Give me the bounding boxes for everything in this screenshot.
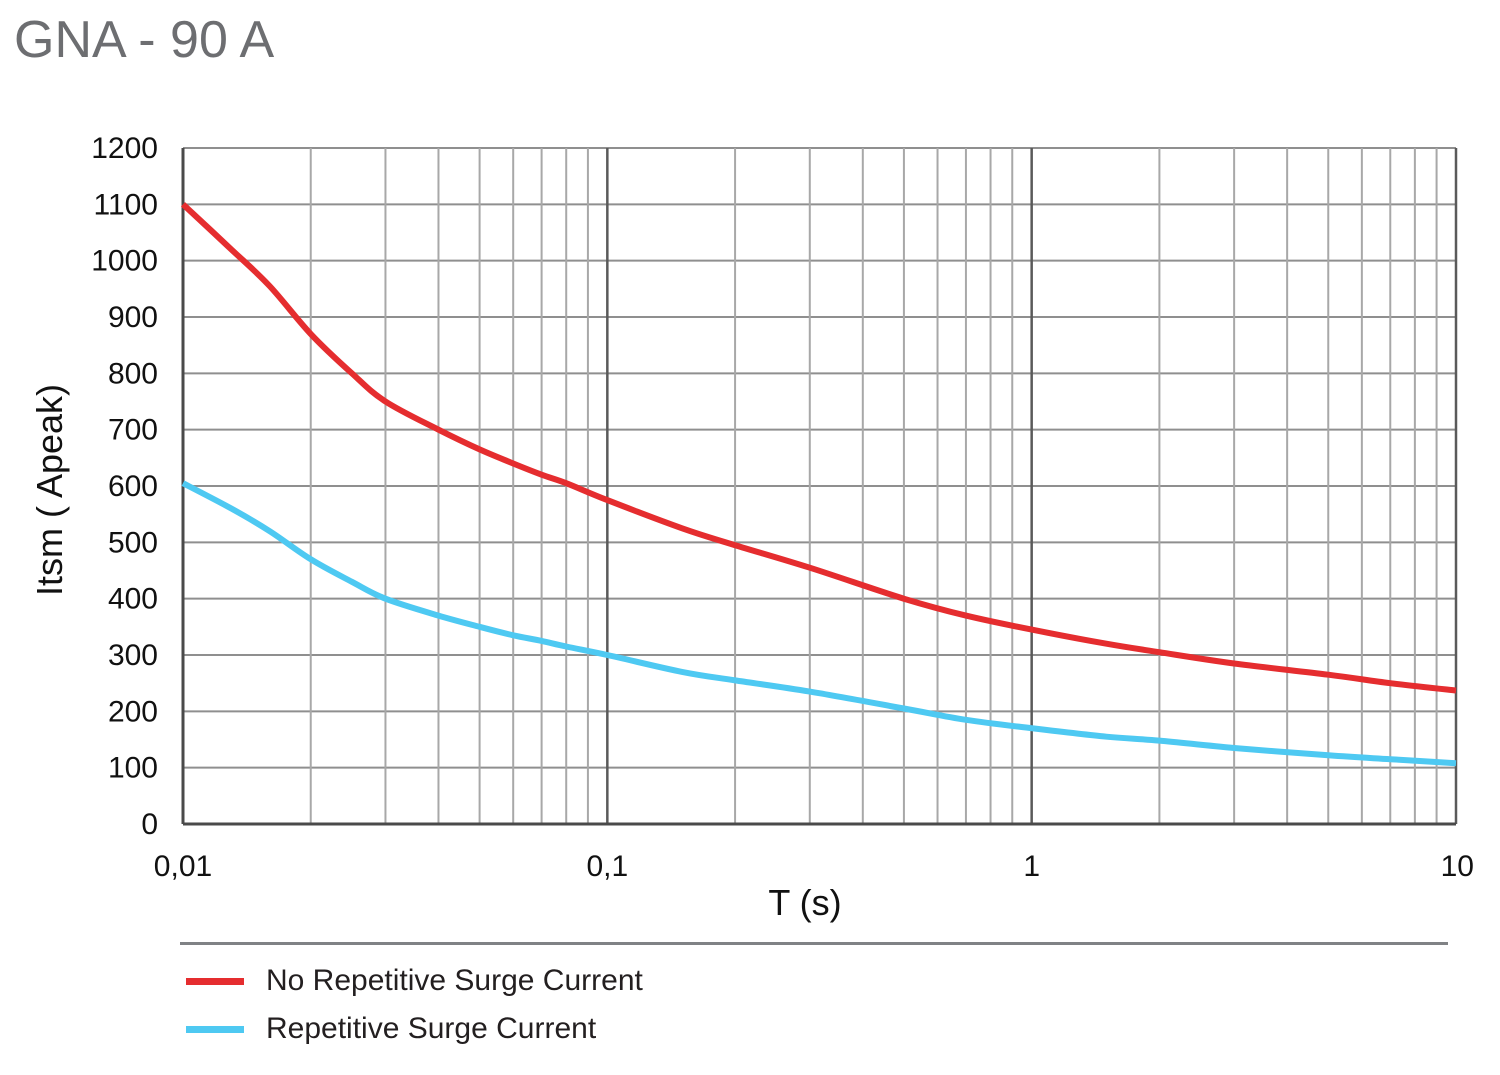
y-tick-label: 400 (108, 583, 158, 616)
y-tick-label: 1200 (91, 132, 158, 165)
y-tick-label: 700 (108, 414, 158, 447)
tick-labels: 0 100 200 300 400 500 600 700 800 900 1000 1100 1200… (91, 132, 1474, 883)
y-tick-label: 900 (108, 301, 158, 334)
legend: No Repetitive Surge Current Repetitive S… (180, 942, 1448, 1045)
series-line-no-repetitive (180, 202, 1457, 694)
legend-swatch-red (186, 977, 244, 985)
series-line-repetitive (181, 480, 1457, 767)
y-tick-label: 500 (108, 526, 158, 559)
series-layer (180, 202, 1457, 767)
x-tick-label: 0,1 (586, 850, 628, 883)
chart-title: GNA - 90 A (14, 11, 275, 69)
x-tick-label: 0,01 (154, 850, 212, 883)
y-tick-label: 200 (108, 695, 158, 728)
y-tick-label: 1100 (93, 188, 158, 221)
legend-label: No Repetitive Surge Current (266, 964, 643, 997)
y-tick-label: 1000 (91, 245, 158, 278)
y-axis-label: Itsm ( Apeak) (29, 384, 70, 596)
legend-item-repetitive: Repetitive Surge Current (180, 1009, 596, 1049)
y-tick-label: 100 (108, 752, 158, 785)
x-axis-label: T (s) (768, 882, 841, 923)
y-tick-label: 800 (108, 357, 158, 390)
chart-plot: 0 100 200 300 400 500 600 700 800 900 1000 1100 1200… (29, 132, 1474, 923)
x-tick-label: 1 (1023, 850, 1040, 883)
y-tick-label: 0 (141, 808, 158, 841)
legend-label: Repetitive Surge Current (266, 1012, 597, 1045)
y-tick-label: 600 (108, 470, 158, 503)
legend-swatch-blue (186, 1025, 244, 1033)
legend-item-no-repetitive: No Repetitive Surge Current (180, 961, 643, 1001)
x-tick-label: 10 (1441, 850, 1474, 883)
grid (181, 147, 1458, 826)
y-tick-label: 300 (108, 639, 158, 672)
